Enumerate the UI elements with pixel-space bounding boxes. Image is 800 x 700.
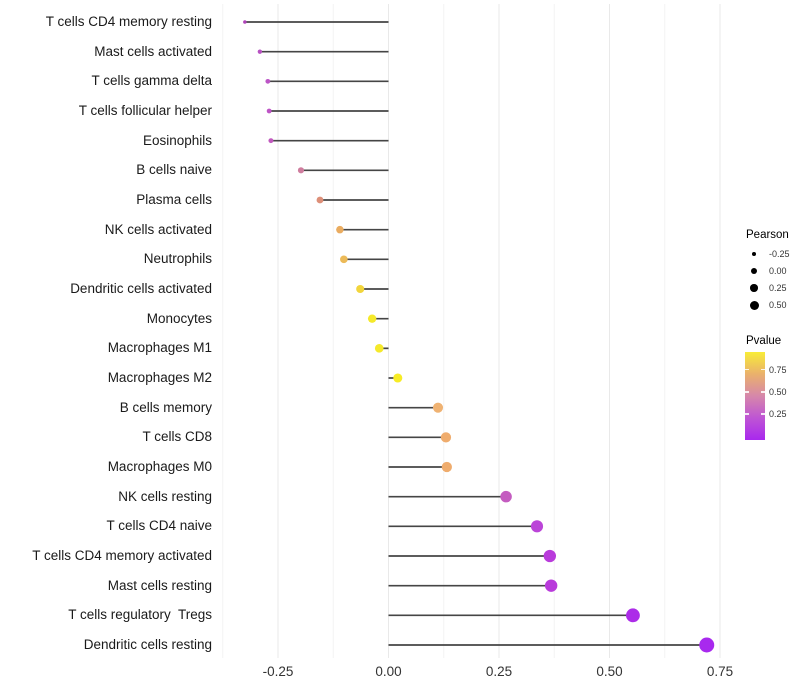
x-axis-tick-label: 0.00 xyxy=(375,664,402,679)
pvalue-colorbar-tick xyxy=(745,368,749,371)
y-axis-label: Mast cells activated xyxy=(94,43,212,59)
y-axis-label: NK cells resting xyxy=(118,488,212,504)
y-axis-label: T cells follicular helper xyxy=(78,103,212,118)
lollipop-point xyxy=(268,138,274,144)
y-axis-label: T cells CD4 memory resting xyxy=(45,14,212,29)
lollipop-point xyxy=(316,196,324,204)
pvalue-colorbar-label: 0.50 xyxy=(769,387,787,397)
lollipop-point xyxy=(626,608,640,623)
y-axis-label: Eosinophils xyxy=(142,132,212,148)
x-axis-tick-label: 0.75 xyxy=(706,664,734,679)
pearson-size-label: 0.50 xyxy=(769,300,787,310)
y-axis-label: Dendritic cells resting xyxy=(83,637,212,652)
y-axis-label: Macrophages M0 xyxy=(107,459,212,474)
y-axis-label: T cells CD4 naive xyxy=(106,518,212,534)
pvalue-legend-title: Pvalue xyxy=(746,335,782,347)
lollipop-point xyxy=(543,549,557,563)
y-axis-label: Plasma cells xyxy=(136,192,212,207)
x-axis-tick-label: 0.25 xyxy=(485,664,513,679)
pvalue-colorbar-tick xyxy=(745,413,749,415)
lollipop-point xyxy=(699,637,715,653)
y-axis-label: T cells regulatory Tregs xyxy=(68,607,212,623)
x-axis-tick-label: -0.25 xyxy=(262,664,294,679)
lollipop-point xyxy=(432,402,444,413)
pearson-size-dot xyxy=(750,267,758,275)
y-axis-label: T cells gamma delta xyxy=(91,73,212,89)
lollipop-point xyxy=(243,20,247,24)
y-axis-label: B cells memory xyxy=(119,399,212,415)
pvalue-colorbar-tick xyxy=(761,413,765,415)
y-axis-label: Macrophages M1 xyxy=(107,340,212,356)
pvalue-colorbar-label: 0.25 xyxy=(769,409,787,419)
pvalue-colorbar xyxy=(745,352,765,440)
lollipop-point xyxy=(297,167,305,174)
pvalue-colorbar-tick xyxy=(761,391,765,393)
lollipop-point xyxy=(336,225,344,234)
pvalue-colorbar-tick xyxy=(745,391,749,393)
pvalue-colorbar-label: 0.75 xyxy=(769,364,787,375)
lollipop-point xyxy=(266,108,272,114)
pvalue-colorbar-tick xyxy=(761,368,765,371)
lollipop-point xyxy=(340,255,348,264)
lollipop-point xyxy=(374,344,384,353)
pearson-size-label: 0.25 xyxy=(769,283,787,293)
lollipop-point xyxy=(544,579,558,592)
x-axis-tick-label: 0.50 xyxy=(596,664,623,679)
y-axis-label: B cells naive xyxy=(136,162,212,178)
y-axis-label: Dendritic cells activated xyxy=(70,281,212,296)
y-axis-label: Macrophages M2 xyxy=(107,370,212,385)
pearson-size-label: -0.25 xyxy=(769,249,790,259)
y-axis-label: T cells CD8 xyxy=(142,429,212,445)
lollipop-point xyxy=(265,78,271,84)
lollipop-point xyxy=(530,520,544,533)
y-axis-label: T cells CD4 memory activated xyxy=(32,548,212,563)
pearson-size-dot xyxy=(752,252,756,256)
pearson-size-label: 0.00 xyxy=(769,266,787,276)
pearson-size-dot xyxy=(749,300,759,310)
lollipop-point xyxy=(441,461,452,473)
lollipop-point xyxy=(356,284,365,294)
y-axis-label: Monocytes xyxy=(146,310,212,326)
pearson-legend-title: Pearson xyxy=(746,229,789,241)
lollipop-point xyxy=(393,373,403,383)
y-axis-label: Neutrophils xyxy=(143,251,212,267)
lollipop-point xyxy=(257,49,263,54)
pearson-size-dot xyxy=(750,284,758,292)
y-axis-label: NK cells activated xyxy=(104,221,212,237)
lollipop-point xyxy=(440,432,452,443)
lollipop-point xyxy=(367,314,377,323)
lollipop-point xyxy=(500,490,512,503)
y-axis-label: Mast cells resting xyxy=(107,577,212,593)
